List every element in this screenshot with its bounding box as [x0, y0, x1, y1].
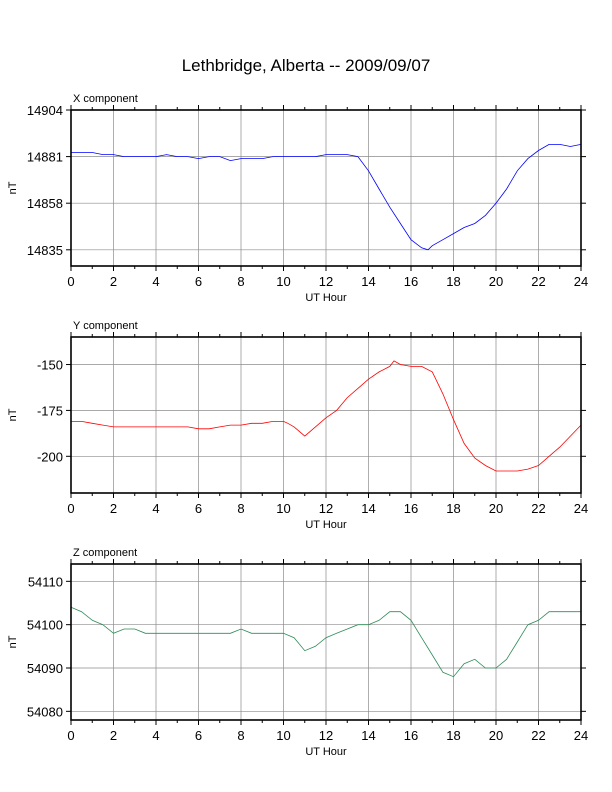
y-tick-label: 14858 [27, 196, 63, 211]
x-tick-label: 0 [67, 728, 74, 743]
x-axis-label: UT Hour [305, 292, 347, 304]
x-tick-label: 10 [276, 274, 290, 289]
x-tick-label: 4 [152, 274, 159, 289]
x-tick-label: 4 [152, 501, 159, 516]
x-tick-label: 16 [404, 501, 418, 516]
x-tick-label: 8 [237, 501, 244, 516]
series-line [71, 143, 582, 251]
y-tick-label: 54090 [27, 661, 63, 676]
x-tick-label: 12 [319, 274, 333, 289]
x-tick-label: 12 [319, 728, 333, 743]
y-tick-label: 54100 [27, 618, 63, 633]
y-axis-label: nT [7, 181, 19, 194]
x-tick-label: 16 [404, 274, 418, 289]
x-tick-label: 4 [152, 728, 159, 743]
y-axis-label: nT [7, 635, 19, 648]
x-tick-label: 6 [195, 501, 202, 516]
x-tick-label: 2 [110, 728, 117, 743]
series-line [71, 360, 582, 472]
page-title: Lethbridge, Alberta -- 2009/09/07 [181, 56, 431, 75]
x-tick-label: 0 [67, 501, 74, 516]
x-tick-label: 16 [404, 728, 418, 743]
plot-frame [70, 109, 582, 267]
x-tick-label: 24 [574, 274, 588, 289]
x-tick-label: 22 [531, 501, 545, 516]
y-tick-label: 14904 [27, 103, 63, 118]
y-tick-label: -150 [37, 358, 63, 373]
x-tick-label: 2 [110, 501, 117, 516]
x-tick-label: 20 [489, 501, 503, 516]
plot-frame [70, 336, 582, 494]
x-tick-label: 20 [489, 274, 503, 289]
panel-title: Y component [73, 320, 138, 332]
x-tick-label: 8 [237, 274, 244, 289]
x-tick-label: 8 [237, 728, 244, 743]
y-tick-label: 54110 [28, 574, 63, 589]
x-axis-label: UT Hour [305, 746, 347, 758]
panel-title: Z component [73, 547, 137, 559]
x-tick-label: 0 [67, 274, 74, 289]
y-tick-label: 14881 [27, 150, 63, 165]
x-tick-label: 22 [531, 728, 545, 743]
x-tick-label: 12 [319, 501, 333, 516]
plot-frame [70, 563, 582, 721]
x-tick-label: 10 [276, 728, 290, 743]
x-tick-label: 6 [195, 274, 202, 289]
x-tick-label: 2 [110, 274, 117, 289]
x-tick-label: 6 [195, 728, 202, 743]
x-tick-label: 14 [361, 728, 375, 743]
x-tick-label: 18 [446, 274, 460, 289]
y-tick-label: 54080 [27, 704, 63, 719]
x-tick-label: 14 [361, 274, 375, 289]
y-tick-label: -175 [37, 403, 63, 418]
x-tick-label: 14 [361, 501, 375, 516]
x-tick-label: 18 [446, 501, 460, 516]
x-tick-label: 24 [574, 501, 588, 516]
x-axis-label: UT Hour [305, 519, 347, 531]
x-tick-label: 24 [574, 728, 588, 743]
x-tick-label: 10 [276, 501, 290, 516]
y-tick-label: -200 [37, 449, 63, 464]
panel-title: X component [73, 93, 138, 105]
x-tick-label: 18 [446, 728, 460, 743]
y-tick-label: 14835 [27, 243, 63, 258]
x-tick-label: 22 [531, 274, 545, 289]
series-line [70, 606, 581, 678]
x-tick-label: 20 [489, 728, 503, 743]
y-axis-label: nT [7, 408, 19, 421]
